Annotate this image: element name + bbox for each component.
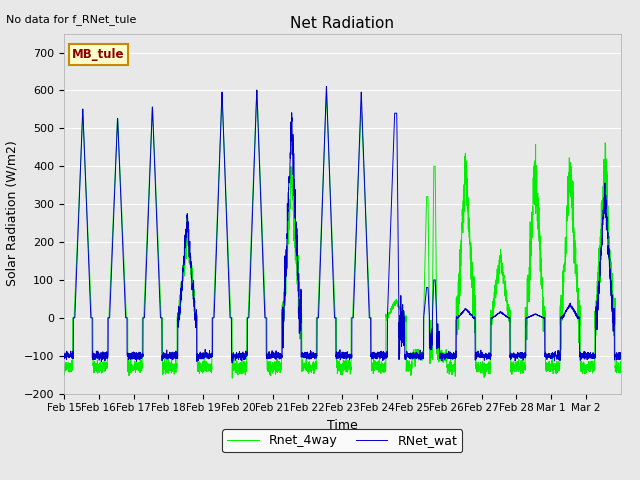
RNet_wat	[228, 360, 236, 366]
RNet_wat	[393, 140, 401, 145]
RNet_wat	[60, 350, 68, 356]
RNet_wat	[323, 84, 330, 89]
RNet_wat	[617, 352, 625, 358]
Text: MB_tule: MB_tule	[72, 48, 125, 61]
Legend: Rnet_4way, RNet_wat: Rnet_4way, RNet_wat	[223, 429, 462, 452]
Title: Net Radiation: Net Radiation	[291, 16, 394, 31]
RNet_wat	[495, 310, 503, 315]
Y-axis label: Solar Radiation (W/m2): Solar Radiation (W/m2)	[5, 141, 18, 287]
Rnet_4way	[495, 265, 503, 271]
Rnet_4way	[523, 322, 531, 327]
RNet_wat	[364, 259, 371, 264]
Rnet_4way	[253, 87, 260, 93]
RNet_wat	[523, 315, 531, 321]
RNet_wat	[175, 309, 183, 314]
Rnet_4way	[537, 282, 545, 288]
Line: RNet_wat: RNet_wat	[64, 86, 621, 363]
Rnet_4way	[393, 299, 401, 305]
Rnet_4way	[228, 375, 236, 381]
Rnet_4way	[60, 359, 68, 365]
Rnet_4way	[364, 249, 371, 255]
Line: Rnet_4way: Rnet_4way	[64, 90, 621, 378]
Rnet_4way	[617, 367, 625, 373]
X-axis label: Time: Time	[327, 419, 358, 432]
RNet_wat	[537, 313, 545, 319]
Text: No data for f_RNet_tule: No data for f_RNet_tule	[6, 14, 137, 25]
Rnet_4way	[175, 301, 183, 307]
